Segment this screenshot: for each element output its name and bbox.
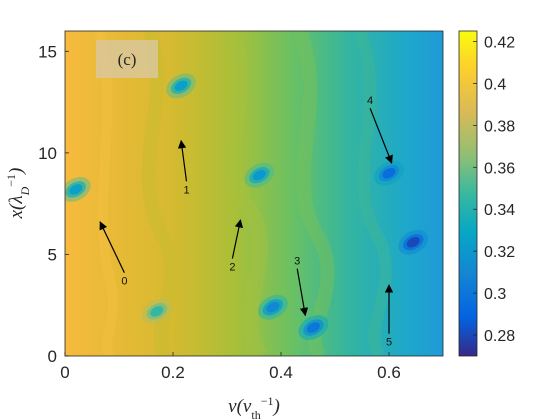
vortex-layer [65, 73, 429, 341]
colorbar-tick-label: 0.36 [484, 160, 515, 177]
colorbar: 0.28 0.3 0.32 0.34 0.36 0.38 0.4 0.42 [458, 30, 515, 357]
colorbar-tick-label: 0.32 [484, 244, 515, 261]
vortex [141, 298, 172, 324]
y-axis-label: x(λD−1) [4, 168, 32, 220]
annotation-arrow [369, 107, 393, 164]
annotation-arrow [99, 221, 125, 273]
y-axis: 0 5 10 15 [38, 42, 69, 366]
annotation-label: 5 [386, 337, 392, 349]
vortex [257, 294, 288, 320]
annotation-arrow [231, 219, 244, 259]
x-axis: 0 0.2 0.4 0.6 [60, 352, 401, 382]
plot-area: 0 1 2 3 4 5 (c) [64, 30, 444, 357]
x-tick-label: 0.4 [269, 363, 293, 382]
vortex [65, 176, 91, 202]
colorbar-frame [458, 30, 478, 357]
panel-label: (c) [118, 50, 137, 69]
y-tick-label: 0 [48, 347, 57, 366]
plot-frame [64, 30, 444, 357]
vortex [374, 160, 404, 186]
x-tick-label: 0.2 [161, 363, 185, 382]
annotation-arrow [177, 139, 188, 182]
annotation-label: 4 [367, 95, 373, 107]
colorbar-tick-label: 0.4 [484, 76, 506, 93]
annotation-arrow [296, 268, 309, 317]
vortex [298, 315, 329, 341]
vortex [398, 229, 429, 255]
y-tick-label: 10 [38, 144, 57, 163]
vortex [244, 162, 275, 188]
vortex [166, 73, 197, 99]
y-tick-label: 5 [48, 245, 57, 264]
panel-label-box [96, 40, 158, 78]
y-tick-label: 15 [38, 42, 57, 61]
colorbar-tick-label: 0.38 [484, 118, 515, 135]
colorbar-ticks: 0.28 0.3 0.32 0.34 0.36 0.38 0.4 0.42 [473, 34, 515, 345]
colorbar-gradient [459, 31, 477, 356]
annotation-layer: 0 1 2 3 4 5 [99, 95, 394, 349]
colorbar-tick-label: 0.28 [484, 328, 515, 345]
colorbar-tick-label: 0.42 [484, 34, 515, 51]
annotation-label: 3 [294, 256, 300, 268]
x-tick-label: 0 [60, 363, 69, 382]
annotation-label: 0 [121, 276, 127, 288]
x-axis-label: v(vth−1) [228, 394, 280, 420]
annotation-label: 1 [183, 184, 189, 196]
colorbar-tick-label: 0.34 [484, 202, 515, 219]
annotation-label: 2 [229, 262, 235, 274]
field-background [65, 31, 443, 356]
colorbar-tick-label: 0.3 [484, 286, 506, 303]
x-tick-label: 0.6 [377, 363, 401, 382]
